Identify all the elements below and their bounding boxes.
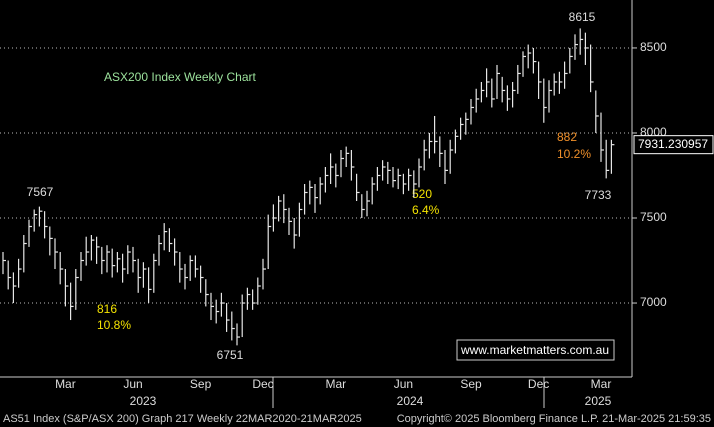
y-tick-label: 8500 xyxy=(640,40,667,54)
x-tick-label: Jun xyxy=(394,377,413,391)
x-tick-label: Mar xyxy=(325,377,346,391)
annotation: 10.8% xyxy=(97,318,131,332)
annotation: 7733 xyxy=(585,188,612,202)
y-tick-label: 7000 xyxy=(640,295,667,309)
x-tick-label: Dec xyxy=(252,377,273,391)
x-tick-label: Sep xyxy=(190,377,212,391)
annotation: 520 xyxy=(412,187,432,201)
year-label: 2023 xyxy=(130,394,157,408)
footer-right: Copyright© 2025 Bloomberg Finance L.P. 2… xyxy=(397,413,711,425)
x-tick-label: Dec xyxy=(528,377,549,391)
last-price-box xyxy=(633,135,714,155)
annotation: 882 xyxy=(557,130,577,144)
annotation: 816 xyxy=(97,302,117,316)
annotation: 6.4% xyxy=(412,203,440,217)
watermark-box xyxy=(456,339,615,361)
annotation: 10.2% xyxy=(557,147,591,161)
footer-left: AS51 Index (S&P/ASX 200) Graph 217 Weekl… xyxy=(3,413,362,425)
annotation: 8615 xyxy=(569,10,596,24)
chart-title: ASX200 Index Weekly Chart xyxy=(104,70,257,84)
last-price-label: 7931.230957 xyxy=(638,137,708,151)
watermark: www.marketmatters.com.au xyxy=(460,343,609,357)
footer-bar xyxy=(0,410,714,427)
x-tick-label: Sep xyxy=(460,377,482,391)
annotation: 6751 xyxy=(217,348,244,362)
x-tick-label: Jun xyxy=(123,377,142,391)
x-tick-label: Mar xyxy=(591,377,612,391)
annotation: 7567 xyxy=(27,185,54,199)
year-label: 2024 xyxy=(397,394,424,408)
x-tick-label: Mar xyxy=(55,377,76,391)
y-tick-label: 7500 xyxy=(640,210,667,224)
year-label: 2025 xyxy=(585,394,612,408)
